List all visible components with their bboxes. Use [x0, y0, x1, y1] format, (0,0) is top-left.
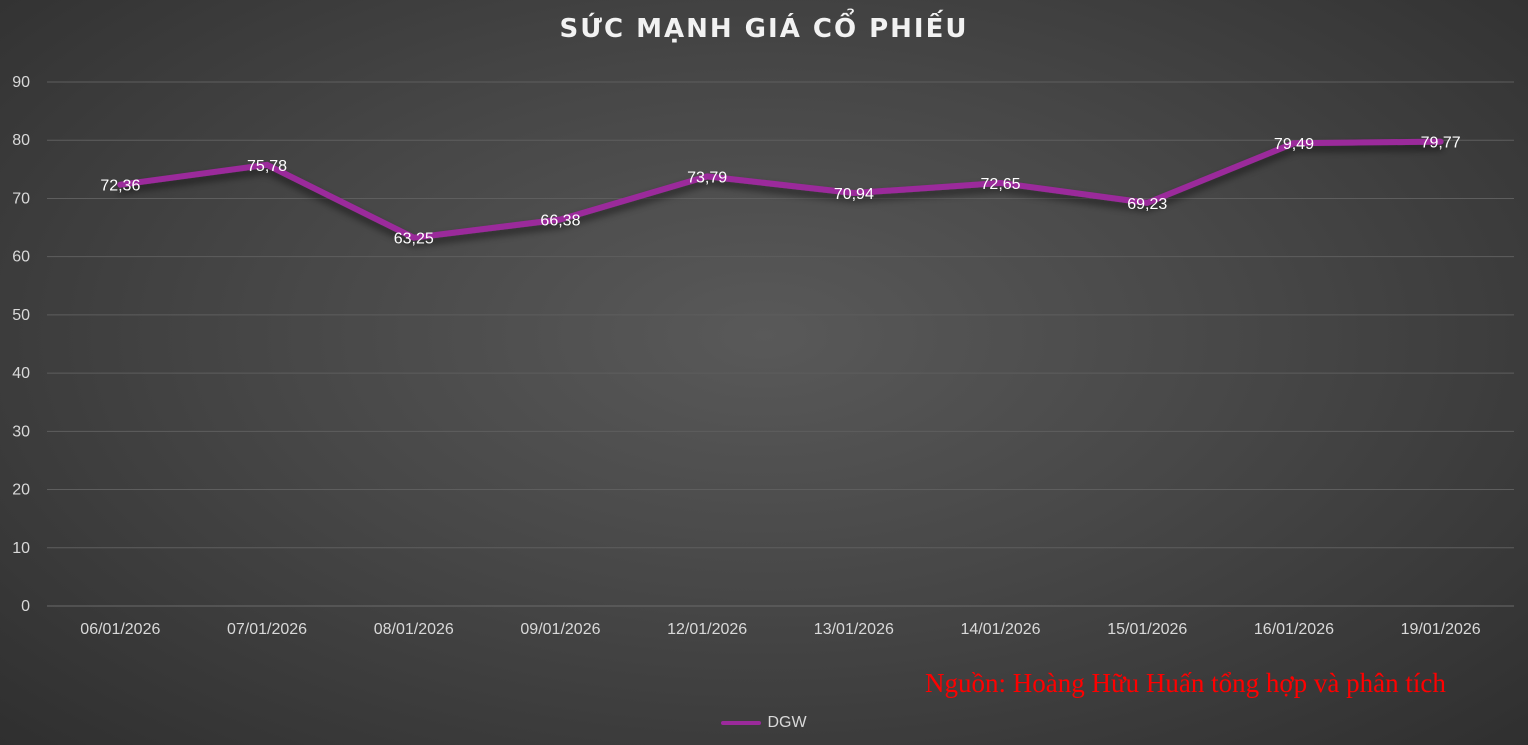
data-point	[852, 191, 855, 194]
source-note: Nguồn: Hoàng Hữu Huấn tổng hợp và phân t…	[925, 668, 1446, 698]
y-tick-label: 60	[12, 249, 30, 266]
x-tick-label: 14/01/2026	[961, 621, 1041, 638]
data-label: 73,79	[687, 169, 727, 186]
data-label: 79,49	[1274, 136, 1314, 153]
data-label: 70,94	[834, 186, 874, 203]
x-tick-label: 16/01/2026	[1254, 621, 1334, 638]
y-tick-label: 0	[21, 598, 30, 615]
x-tick-label: 08/01/2026	[374, 621, 454, 638]
y-tick-label: 30	[12, 423, 30, 440]
x-tick-label: 07/01/2026	[227, 621, 307, 638]
y-tick-label: 90	[12, 74, 30, 91]
data-label: 79,77	[1421, 135, 1461, 152]
data-point	[706, 175, 709, 178]
legend-swatch	[721, 721, 762, 725]
data-label: 63,25	[394, 231, 434, 248]
x-tick-label: 12/01/2026	[667, 621, 747, 638]
x-tick-label: 13/01/2026	[814, 621, 894, 638]
data-label: 69,23	[1127, 196, 1167, 213]
series-dgw	[117, 138, 1444, 241]
data-label: 72,65	[981, 176, 1021, 193]
data-point	[1146, 201, 1149, 204]
data-label: 66,38	[540, 213, 580, 230]
y-tick-label: 50	[12, 307, 30, 324]
y-tick-label: 80	[12, 132, 30, 149]
data-point	[119, 183, 122, 186]
legend-label: DGW	[767, 714, 807, 731]
data-point	[412, 236, 415, 239]
data-point	[266, 163, 269, 166]
data-labels: 72,36 75,78 63,25 66,38 73,79 70,94 72,65 69,23…	[100, 135, 1460, 248]
chart-title: SỨC MẠNH GIÁ CỔ PHIẾU	[559, 14, 969, 44]
y-axis: 0 10 20 30 40 50 60 70 80 90	[12, 74, 30, 615]
y-tick-label: 20	[12, 482, 30, 499]
legend: DGW	[0, 714, 1528, 732]
data-label: 75,78	[247, 158, 287, 175]
x-tick-label: 06/01/2026	[80, 621, 160, 638]
data-point	[1439, 140, 1442, 143]
y-tick-label: 40	[12, 365, 30, 382]
x-tick-label: 15/01/2026	[1107, 621, 1187, 638]
data-label: 72,36	[100, 178, 140, 195]
x-tick-label: 09/01/2026	[520, 621, 600, 638]
x-tick-label: 19/01/2026	[1401, 621, 1481, 638]
data-point	[1292, 142, 1295, 145]
gridlines	[47, 81, 1514, 607]
data-point	[999, 182, 1002, 185]
series-line	[117, 138, 1444, 241]
x-axis: 06/01/2026 07/01/2026 08/01/2026 09/01/2026…	[80, 621, 1480, 638]
y-tick-label: 70	[12, 190, 30, 207]
data-point	[559, 218, 562, 221]
y-tick-label: 10	[12, 540, 30, 557]
